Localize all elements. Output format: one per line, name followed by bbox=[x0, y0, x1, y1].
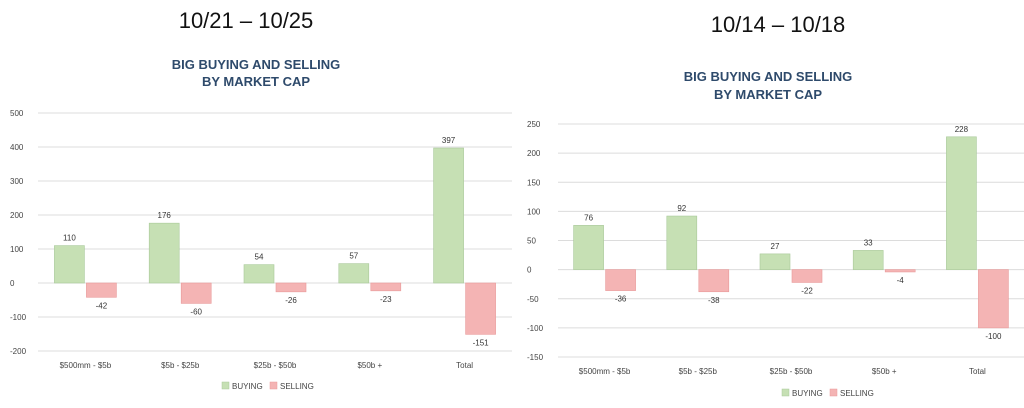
selling-bar bbox=[275, 282, 307, 293]
y-tick-label: 400 bbox=[10, 143, 24, 152]
y-tick-label: 300 bbox=[10, 177, 24, 186]
x-category-label: $25b - $50b bbox=[770, 367, 813, 376]
selling-bar bbox=[791, 269, 823, 283]
x-category-label: $25b - $50b bbox=[254, 361, 297, 370]
selling-data-label: -151 bbox=[473, 338, 490, 347]
y-tick-label: -100 bbox=[10, 313, 27, 322]
chart-title-line2: BY MARKET CAP bbox=[201, 74, 311, 89]
buying-data-label: 110 bbox=[63, 234, 76, 243]
x-category-label: $5b - $25b bbox=[679, 367, 718, 376]
y-tick-label: 100 bbox=[10, 245, 24, 254]
y-tick-label: 250 bbox=[527, 120, 541, 129]
buying-data-label: 228 bbox=[955, 125, 969, 134]
x-category-label: $500mm - $5b bbox=[60, 361, 112, 370]
buying-bar bbox=[666, 215, 698, 270]
x-category-label: $5b - $25b bbox=[161, 361, 200, 370]
y-tick-label: 0 bbox=[10, 279, 15, 288]
buying-bar bbox=[338, 263, 370, 284]
buying-data-label: 76 bbox=[584, 213, 593, 222]
y-tick-label: -100 bbox=[527, 324, 544, 333]
selling-bar bbox=[370, 282, 402, 292]
x-category-label: $50b + bbox=[872, 367, 897, 376]
selling-bar bbox=[86, 282, 117, 298]
selling-data-label: -22 bbox=[801, 286, 813, 295]
bar-chart-right: -150 -100 -50 0 50 100 150 200 250 76 -36 $500mm - … bbox=[527, 120, 1024, 398]
y-tick-label: 500 bbox=[10, 109, 24, 118]
buying-data-label: 54 bbox=[255, 253, 264, 262]
selling-data-label: -42 bbox=[96, 301, 108, 310]
buying-bar bbox=[573, 225, 604, 270]
selling-data-label: -100 bbox=[985, 332, 1002, 341]
y-tick-label: 200 bbox=[10, 211, 24, 220]
buying-bar bbox=[148, 222, 180, 284]
date-range-heading: 10/14 – 10/18 bbox=[710, 12, 846, 37]
legend-label-buying: BUYING bbox=[792, 389, 823, 398]
date-range-heading: 10/21 – 10/25 bbox=[178, 8, 314, 33]
y-tick-label: 200 bbox=[527, 149, 541, 158]
chart-title-line1: BIG BUYING AND SELLING bbox=[171, 57, 341, 72]
x-category-label: Total bbox=[456, 361, 473, 370]
selling-data-label: -36 bbox=[615, 295, 627, 304]
selling-bar bbox=[180, 282, 212, 304]
y-tick-label: 100 bbox=[527, 207, 541, 216]
buying-bar bbox=[54, 245, 85, 284]
buying-bar bbox=[759, 253, 791, 270]
selling-bar bbox=[465, 282, 496, 335]
chart-panel-left: 10/21 – 10/25 BIG BUYING AND SELLING BY … bbox=[10, 8, 512, 391]
legend-swatch-buying bbox=[781, 388, 790, 397]
chart-title-line1: BIG BUYING AND SELLING bbox=[683, 69, 853, 84]
buying-data-label: 57 bbox=[349, 252, 358, 261]
legend-label-buying: BUYING bbox=[232, 382, 263, 391]
buying-bar bbox=[243, 264, 275, 284]
selling-bar bbox=[978, 269, 1009, 329]
selling-bar bbox=[605, 269, 636, 291]
chart-panel-right: 10/14 – 10/18 BIG BUYING AND SELLING BY … bbox=[512, 0, 1024, 408]
buying-data-label: 92 bbox=[677, 204, 686, 213]
y-tick-label: 0 bbox=[527, 266, 532, 275]
buying-bar bbox=[852, 250, 884, 270]
selling-data-label: -38 bbox=[708, 296, 720, 305]
selling-data-label: -23 bbox=[380, 295, 392, 304]
y-tick-label: -200 bbox=[10, 347, 27, 356]
legend-label-selling: SELLING bbox=[840, 389, 874, 398]
bar-chart-left: -200 -100 0 100 200 300 400 500 110 -42 $500mm - $… bbox=[10, 109, 512, 391]
x-category-label: $500mm - $5b bbox=[579, 367, 631, 376]
chart-title-line2: BY MARKET CAP bbox=[713, 87, 823, 102]
buying-data-label: 27 bbox=[771, 242, 780, 251]
buying-data-label: 33 bbox=[864, 238, 873, 247]
selling-bar bbox=[698, 269, 730, 293]
selling-data-label: -60 bbox=[190, 307, 202, 316]
selling-data-label: -4 bbox=[897, 276, 905, 285]
legend-swatch-selling bbox=[269, 381, 278, 390]
y-tick-label: -50 bbox=[527, 295, 539, 304]
buying-data-label: 176 bbox=[158, 211, 172, 220]
x-category-label: $50b + bbox=[357, 361, 382, 370]
buying-bar bbox=[433, 147, 464, 284]
y-tick-label: 150 bbox=[527, 178, 541, 187]
legend-label-selling: SELLING bbox=[280, 382, 314, 391]
legend-swatch-buying bbox=[221, 381, 230, 390]
y-tick-label: -150 bbox=[527, 353, 544, 362]
selling-bar bbox=[884, 269, 916, 273]
buying-bar bbox=[946, 136, 977, 270]
buying-data-label: 397 bbox=[442, 136, 456, 145]
legend-swatch-selling bbox=[829, 388, 838, 397]
x-category-label: Total bbox=[969, 367, 986, 376]
y-tick-label: 50 bbox=[527, 237, 536, 246]
selling-data-label: -26 bbox=[285, 296, 297, 305]
